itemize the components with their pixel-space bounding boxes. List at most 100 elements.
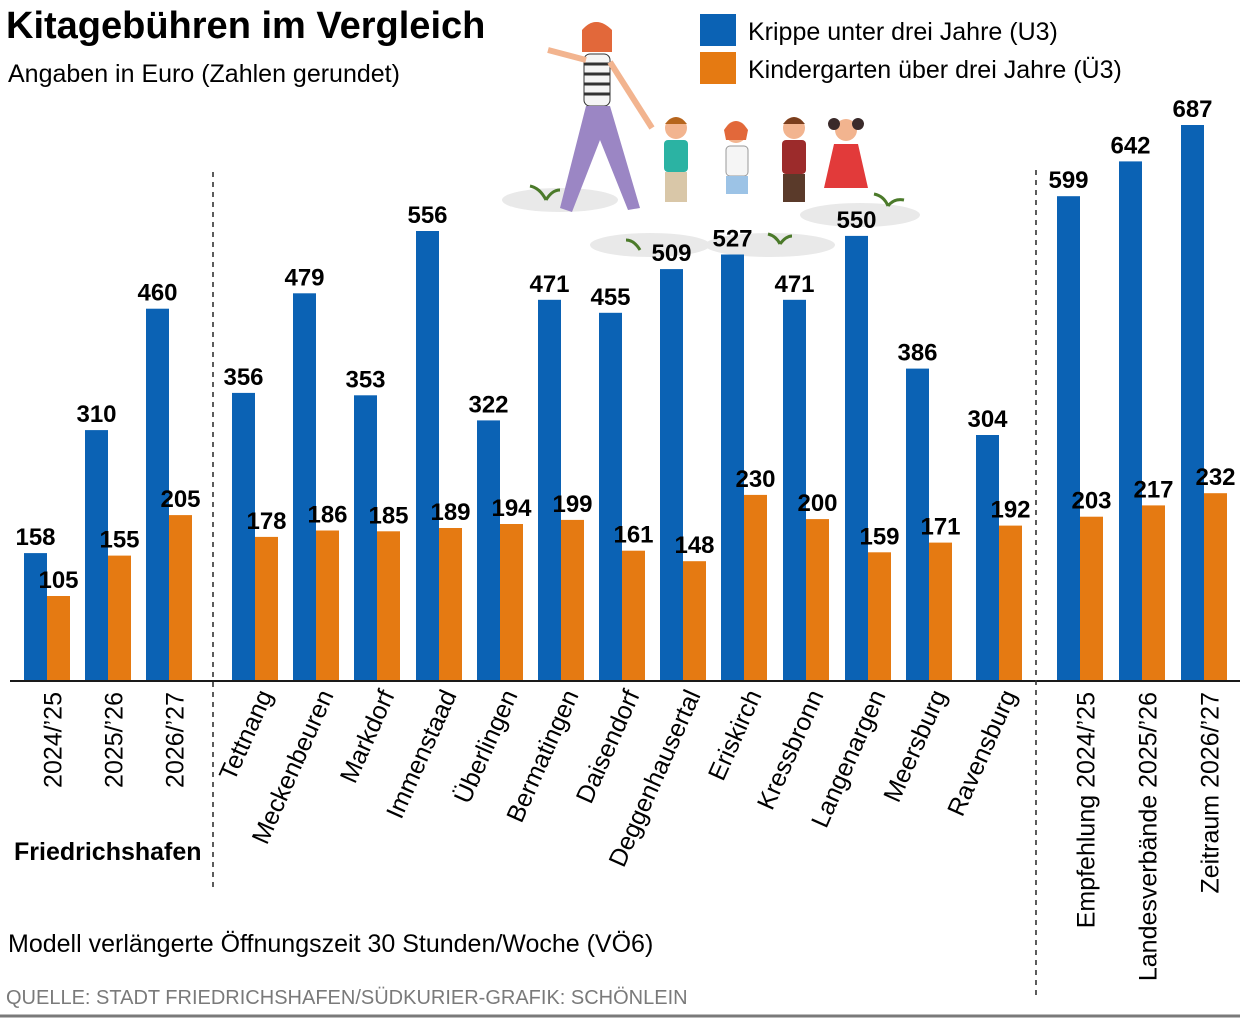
bar-ue3-0 (47, 596, 70, 681)
bar-u3-3 (232, 392, 255, 681)
legend-label-ue3: Kindergarten über drei Jahre (Ü3) (748, 56, 1122, 84)
value-label-u3-4: 479 (284, 264, 324, 291)
bar-ue3-3 (255, 536, 278, 681)
category-label-11: Eriskirch (703, 686, 768, 785)
bar-u3-13 (845, 235, 868, 681)
bar-ue3-1 (108, 555, 131, 681)
value-label-u3-3: 356 (223, 364, 263, 391)
value-label-u3-9: 455 (590, 284, 630, 311)
category-label-16: Empfehlung 2024/’25 (1073, 692, 1101, 928)
value-label-u3-8: 471 (529, 271, 569, 298)
value-label-u3-5: 353 (345, 366, 385, 393)
value-label-ue3-17: 217 (1133, 476, 1173, 503)
category-label-18: Zeitraum 2026/’27 (1197, 692, 1225, 894)
bar-u3-15 (976, 435, 999, 681)
value-label-u3-0: 158 (15, 524, 55, 551)
value-label-u3-7: 322 (468, 391, 508, 418)
value-label-ue3-5: 185 (368, 502, 408, 529)
category-label-5: Markdorf (335, 686, 401, 788)
bar-u3-18 (1181, 125, 1204, 681)
value-label-ue3-11: 230 (735, 466, 775, 493)
value-label-ue3-18: 232 (1195, 464, 1235, 491)
bar-u3-1 (85, 430, 108, 681)
category-label-14: Meersburg (878, 686, 952, 807)
category-label-0: 2024/’25 (40, 692, 68, 788)
value-label-ue3-4: 186 (307, 502, 347, 529)
legend: Krippe unter drei Jahre (U3) Kindergarte… (700, 14, 1122, 84)
group-label-friedrichshafen: Friedrichshafen (14, 838, 202, 866)
bar-u3-4 (293, 293, 316, 681)
footnote: Modell verlängerte Öffnungszeit 30 Stund… (8, 930, 653, 958)
bar-u3-8 (538, 299, 561, 681)
value-label-u3-6: 556 (407, 202, 447, 229)
value-label-ue3-2: 205 (160, 486, 200, 513)
legend-label-u3: Krippe unter drei Jahre (U3) (748, 18, 1058, 46)
legend-swatch-u3 (700, 14, 736, 46)
source-credit: QUELLE: STADT FRIEDRICHSHAFEN/SÜDKURIER-… (6, 987, 688, 1009)
bar-ue3-16 (1080, 516, 1103, 681)
value-label-ue3-15: 192 (990, 497, 1030, 524)
bar-ue3-12 (806, 519, 829, 681)
bar-u3-17 (1119, 161, 1142, 681)
bar-ue3-14 (929, 542, 952, 681)
value-labels: 158 105 310 155 460 205 356 178 479 186 353 185 556 1… (15, 96, 1235, 594)
value-label-u3-18: 687 (1172, 96, 1212, 123)
value-label-ue3-16: 203 (1071, 488, 1111, 515)
bar-u3-6 (416, 231, 439, 681)
bar-u3-0 (24, 553, 47, 681)
value-label-u3-10: 509 (651, 240, 691, 267)
legend-swatch-ue3 (700, 52, 736, 84)
bar-ue3-18 (1204, 493, 1227, 681)
bar-ue3-5 (377, 531, 400, 681)
value-label-u3-16: 599 (1048, 167, 1088, 194)
category-label-17: Landesverbände 2025/’26 (1135, 692, 1163, 981)
chart-subtitle: Angaben in Euro (Zahlen gerundet) (8, 60, 400, 88)
value-label-ue3-7: 194 (491, 495, 532, 522)
bar-u3-7 (477, 420, 500, 681)
category-label-3: Tettnang (214, 686, 279, 785)
value-label-u3-13: 550 (836, 207, 876, 234)
value-label-u3-14: 386 (897, 340, 937, 367)
value-label-ue3-14: 171 (920, 514, 960, 541)
value-label-ue3-6: 189 (430, 499, 470, 526)
value-label-u3-17: 642 (1110, 132, 1150, 159)
bar-ue3-9 (622, 550, 645, 681)
family-walking-illustration (502, 22, 920, 257)
category-label-2: 2026/’27 (162, 692, 190, 788)
bar-ue3-11 (744, 494, 767, 681)
value-label-ue3-3: 178 (246, 508, 286, 535)
value-label-u3-11: 527 (712, 226, 752, 253)
value-label-u3-12: 471 (774, 271, 814, 298)
bar-ue3-2 (169, 515, 192, 681)
category-label-1: 2025/’26 (101, 692, 129, 788)
bar-ue3-10 (683, 561, 706, 681)
bar-u3-5 (354, 395, 377, 681)
value-label-ue3-9: 161 (613, 522, 653, 549)
bar-u3-10 (660, 269, 683, 681)
bar-ue3-4 (316, 530, 339, 681)
bar-u3-2 (146, 308, 169, 681)
value-label-u3-2: 460 (137, 280, 177, 307)
bar-ue3-8 (561, 519, 584, 681)
bar-ue3-13 (868, 552, 891, 681)
bar-u3-16 (1057, 196, 1080, 681)
bar-u3-14 (906, 368, 929, 681)
value-label-u3-15: 304 (967, 406, 1008, 433)
bar-ue3-17 (1142, 505, 1165, 681)
bars (24, 125, 1227, 681)
value-label-ue3-1: 155 (99, 527, 139, 554)
value-label-ue3-13: 159 (859, 523, 899, 550)
chart-title: Kitagebühren im Vergleich (6, 5, 485, 47)
bar-u3-9 (599, 312, 622, 681)
bar-u3-12 (783, 299, 806, 681)
bar-ue3-6 (439, 528, 462, 681)
category-label-15: Ravensburg (942, 686, 1022, 821)
bar-ue3-15 (999, 525, 1022, 681)
value-label-ue3-0: 105 (38, 567, 78, 594)
bar-u3-11 (721, 254, 744, 681)
value-label-u3-1: 310 (76, 401, 116, 428)
bar-ue3-7 (500, 524, 523, 681)
value-label-ue3-12: 200 (797, 490, 837, 517)
value-label-ue3-8: 199 (552, 491, 592, 518)
